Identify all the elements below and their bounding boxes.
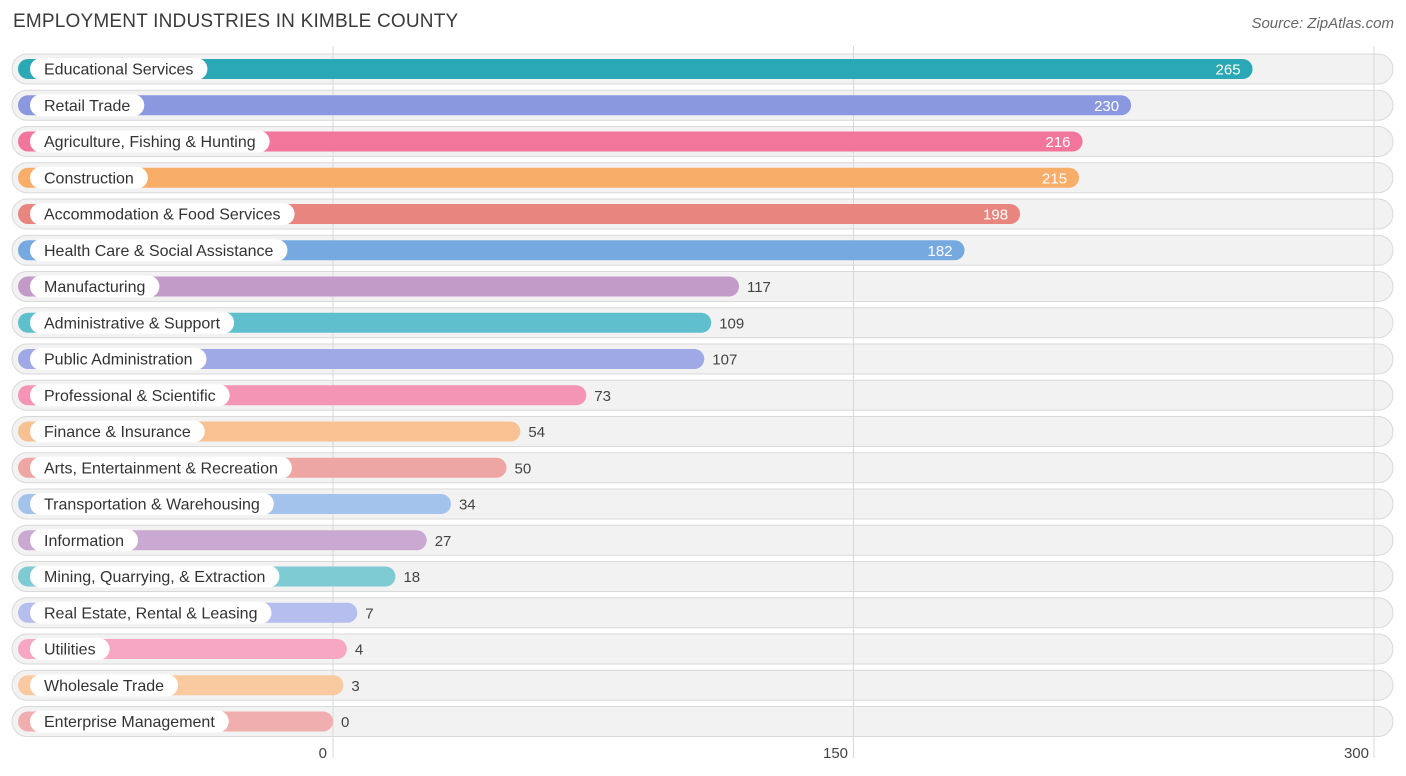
category-label-pill: [30, 94, 145, 117]
category-label-pill: [30, 710, 229, 733]
row-background: [11, 669, 1394, 701]
category-label: Educational Services: [44, 62, 193, 79]
category-label: Information: [44, 533, 124, 550]
category-label: Mining, Quarrying, & Extraction: [44, 569, 265, 586]
category-label-pill: [30, 348, 207, 370]
value-label: 215: [1042, 170, 1067, 187]
value-label: 117: [747, 279, 771, 296]
category-label-pill: [30, 674, 179, 697]
category-label-pill: [30, 166, 148, 189]
x-tick-label: 300: [1344, 745, 1369, 762]
category-label: Agriculture, Fishing & Hunting: [44, 134, 256, 151]
category-label-pill: [30, 275, 160, 298]
chart-title: EMPLOYMENT INDUSTRIES IN KIMBLE COUNTY: [13, 11, 459, 32]
category-label: Manufacturing: [44, 279, 145, 296]
category-label: Health Care & Social Assistance: [44, 243, 274, 260]
category-label-pill: [30, 456, 292, 479]
category-label: Wholesale Trade: [44, 678, 164, 695]
bar[interactable]: [18, 167, 1080, 188]
value-label: 34: [459, 497, 476, 514]
bar[interactable]: [18, 59, 1253, 79]
category-label: Accommodation & Food Services: [44, 207, 281, 224]
source-label: Source: ZipAtlas.com: [1251, 15, 1394, 32]
category-label: Construction: [44, 170, 134, 187]
category-label-pill: [30, 638, 110, 660]
value-label: 18: [403, 569, 420, 586]
category-label-pill: [30, 239, 288, 262]
value-label: 109: [719, 315, 744, 332]
x-axis-ticks: 0 150 300: [319, 745, 1369, 762]
category-label-pill: [30, 130, 270, 153]
bar[interactable]: [18, 131, 1083, 152]
value-label: 216: [1045, 134, 1070, 151]
value-label: 230: [1094, 98, 1119, 115]
category-label: Enterprise Management: [44, 714, 215, 731]
bar[interactable]: [18, 95, 1132, 116]
x-tick-label: 150: [823, 745, 848, 762]
category-label-pill: [30, 565, 280, 588]
value-label: 198: [983, 207, 1008, 224]
value-label: 73: [594, 388, 611, 405]
category-label: Retail Trade: [44, 98, 130, 115]
category-label-pill: [30, 529, 139, 552]
value-label: 107: [712, 352, 737, 369]
category-label-pill: [30, 493, 274, 515]
row-background: [11, 633, 1394, 665]
category-label: Administrative & Support: [44, 315, 221, 332]
category-label-pill: [30, 311, 235, 334]
row-background: [11, 597, 1394, 629]
value-label: 27: [435, 533, 452, 550]
value-label: 54: [528, 424, 545, 441]
category-label: Utilities: [44, 642, 96, 659]
category-label-pill: [30, 420, 205, 443]
rows-layer: Educational Services 265 Retail Trade 230 Ag…: [11, 46, 1394, 758]
category-label: Public Administration: [44, 352, 193, 369]
value-label: 4: [355, 642, 363, 659]
category-label: Finance & Insurance: [44, 424, 191, 441]
category-label-pill: [30, 601, 272, 624]
x-tick-label: 0: [319, 745, 327, 762]
row-background: [11, 706, 1394, 737]
value-label: 3: [351, 678, 359, 695]
value-label: 0: [341, 714, 349, 731]
category-label-pill: [30, 203, 295, 225]
category-label: Professional & Scientific: [44, 388, 216, 405]
category-label: Real Estate, Rental & Leasing: [44, 605, 257, 622]
category-label-pill: [30, 58, 208, 80]
category-label: Arts, Entertainment & Recreation: [44, 460, 278, 477]
category-label: Transportation & Warehousing: [44, 497, 260, 514]
value-label: 182: [928, 243, 953, 260]
value-label: 7: [365, 605, 373, 622]
value-label: 50: [515, 460, 532, 477]
bar[interactable]: [18, 276, 739, 297]
category-label-pill: [30, 384, 230, 407]
value-label: 265: [1216, 62, 1241, 79]
